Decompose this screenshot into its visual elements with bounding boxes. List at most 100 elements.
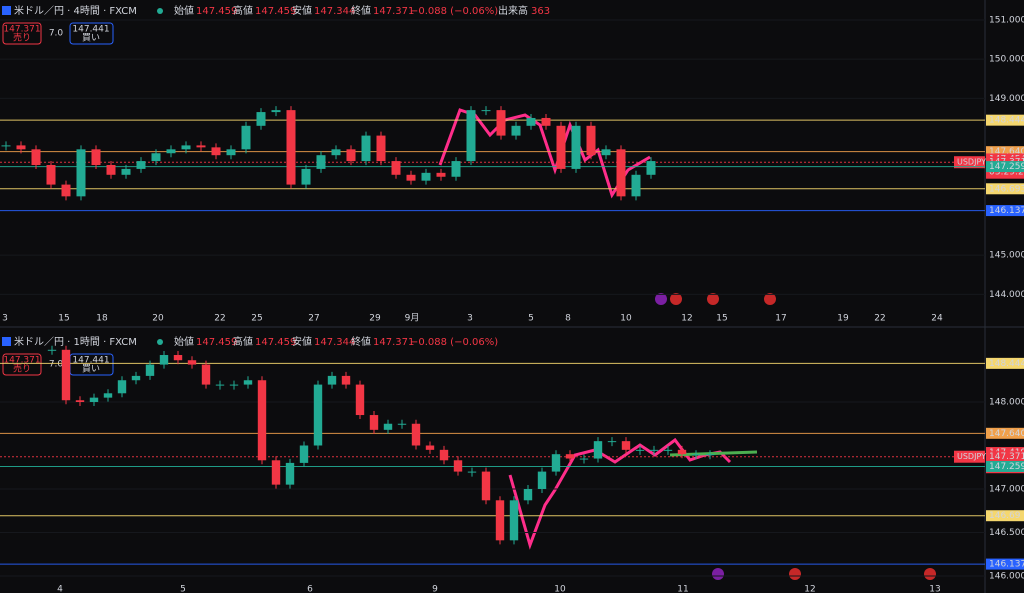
- price-tag: [986, 183, 1024, 195]
- sell-button[interactable]: [2, 353, 42, 376]
- price-tag-label: 147.259: [989, 162, 1024, 172]
- event-icon: [712, 568, 724, 580]
- candle: [316, 155, 326, 169]
- x-tick-label: 8: [565, 314, 571, 324]
- x-tick-label: 12: [681, 314, 692, 324]
- y-tick-label: 147.000: [989, 484, 1024, 494]
- x-tick-label: 10: [620, 314, 632, 324]
- ohlc-label: 安値: [292, 4, 312, 17]
- symbol: 米ドル／円 · 4時間 · FXCM: [14, 4, 137, 17]
- candle: [541, 117, 551, 126]
- sell-price: 147.371: [3, 356, 40, 366]
- candle: [439, 449, 449, 461]
- ohlc-label: 終値: [351, 335, 371, 348]
- candle: [299, 445, 309, 463]
- price-tag-label: 146.137: [989, 206, 1024, 216]
- status-dot: [157, 339, 163, 345]
- x-tick-label: 3: [467, 314, 473, 324]
- candle: [46, 164, 56, 185]
- candle: [196, 145, 206, 148]
- y-tick-label: 151.000: [989, 15, 1024, 25]
- candle: [649, 449, 659, 451]
- candle: [256, 112, 266, 126]
- price-tag: [986, 205, 1024, 217]
- ohlc-value: 147.459: [196, 337, 237, 348]
- candle: [635, 449, 645, 451]
- y-tick-label: 144.000: [989, 290, 1024, 300]
- candle: [376, 135, 386, 162]
- event-icon: [670, 293, 682, 305]
- candle: [201, 364, 211, 385]
- buy-price: 147.441: [72, 356, 109, 366]
- candle: [466, 110, 476, 162]
- candle: [523, 488, 533, 501]
- y-tick-label: 150.000: [989, 55, 1024, 65]
- ohlc-value: 147.371: [373, 337, 414, 348]
- price-tag: [986, 510, 1024, 522]
- symbol-tag: [954, 450, 985, 463]
- candle: [159, 355, 169, 365]
- candle: [601, 149, 611, 156]
- price-tag-label: 146.693: [989, 184, 1024, 194]
- candle: [229, 384, 239, 386]
- buy-price: 147.441: [72, 25, 109, 35]
- price-tag: [986, 357, 1024, 369]
- candle: [425, 445, 435, 450]
- spread: 7.0: [49, 29, 64, 39]
- x-tick-label: 11: [677, 585, 688, 593]
- price-tag-label: 148.444: [989, 116, 1024, 126]
- candle: [586, 125, 596, 156]
- candle: [705, 454, 715, 456]
- x-tick-label: 10: [554, 585, 566, 593]
- x-tick-label: 5: [180, 585, 186, 593]
- candle: [495, 500, 505, 541]
- candle: [453, 460, 463, 472]
- candle: [271, 110, 281, 113]
- drawn-line: [508, 437, 732, 550]
- event-icon: [924, 568, 936, 580]
- sell-label: 売り: [13, 32, 31, 44]
- candle: [61, 349, 71, 401]
- candle: [579, 458, 589, 460]
- candle: [467, 471, 477, 473]
- candle: [616, 149, 626, 197]
- candle: [526, 117, 536, 126]
- candle: [76, 149, 86, 197]
- candle: [383, 423, 393, 430]
- x-tick-label: 24: [931, 314, 943, 324]
- price-tag: [986, 146, 1024, 158]
- candle: [436, 172, 446, 177]
- event-icon: [707, 293, 719, 305]
- candle: [397, 423, 407, 425]
- candle: [166, 149, 176, 154]
- x-tick-label: 5: [528, 314, 534, 324]
- candle: [211, 147, 221, 156]
- price-tag-label: 146.137: [989, 560, 1024, 570]
- sell-button[interactable]: [2, 22, 42, 45]
- candle: [537, 471, 547, 489]
- candle: [331, 149, 341, 156]
- candle: [75, 400, 85, 402]
- candle: [271, 460, 281, 485]
- candle: [136, 161, 146, 169]
- x-tick-label: 3: [2, 314, 8, 324]
- candle: [1, 145, 11, 147]
- candle: [411, 423, 421, 446]
- candle: [31, 149, 41, 165]
- candle: [481, 110, 491, 112]
- candle: [145, 364, 155, 376]
- buy-label: 買い: [82, 33, 100, 44]
- candle: [621, 441, 631, 450]
- sell-label: 売り: [13, 363, 31, 375]
- sell-price: 147.371: [3, 25, 40, 35]
- candle: [286, 110, 296, 185]
- candle: [369, 415, 379, 430]
- ohlc-value: 147.459: [196, 6, 237, 17]
- candle: [103, 393, 113, 398]
- candle: [677, 449, 687, 455]
- buy-button[interactable]: [69, 22, 114, 45]
- x-tick-label: 20: [152, 314, 164, 324]
- x-tick-label: 15: [58, 314, 69, 324]
- countdown: 03:29:22: [989, 168, 1024, 178]
